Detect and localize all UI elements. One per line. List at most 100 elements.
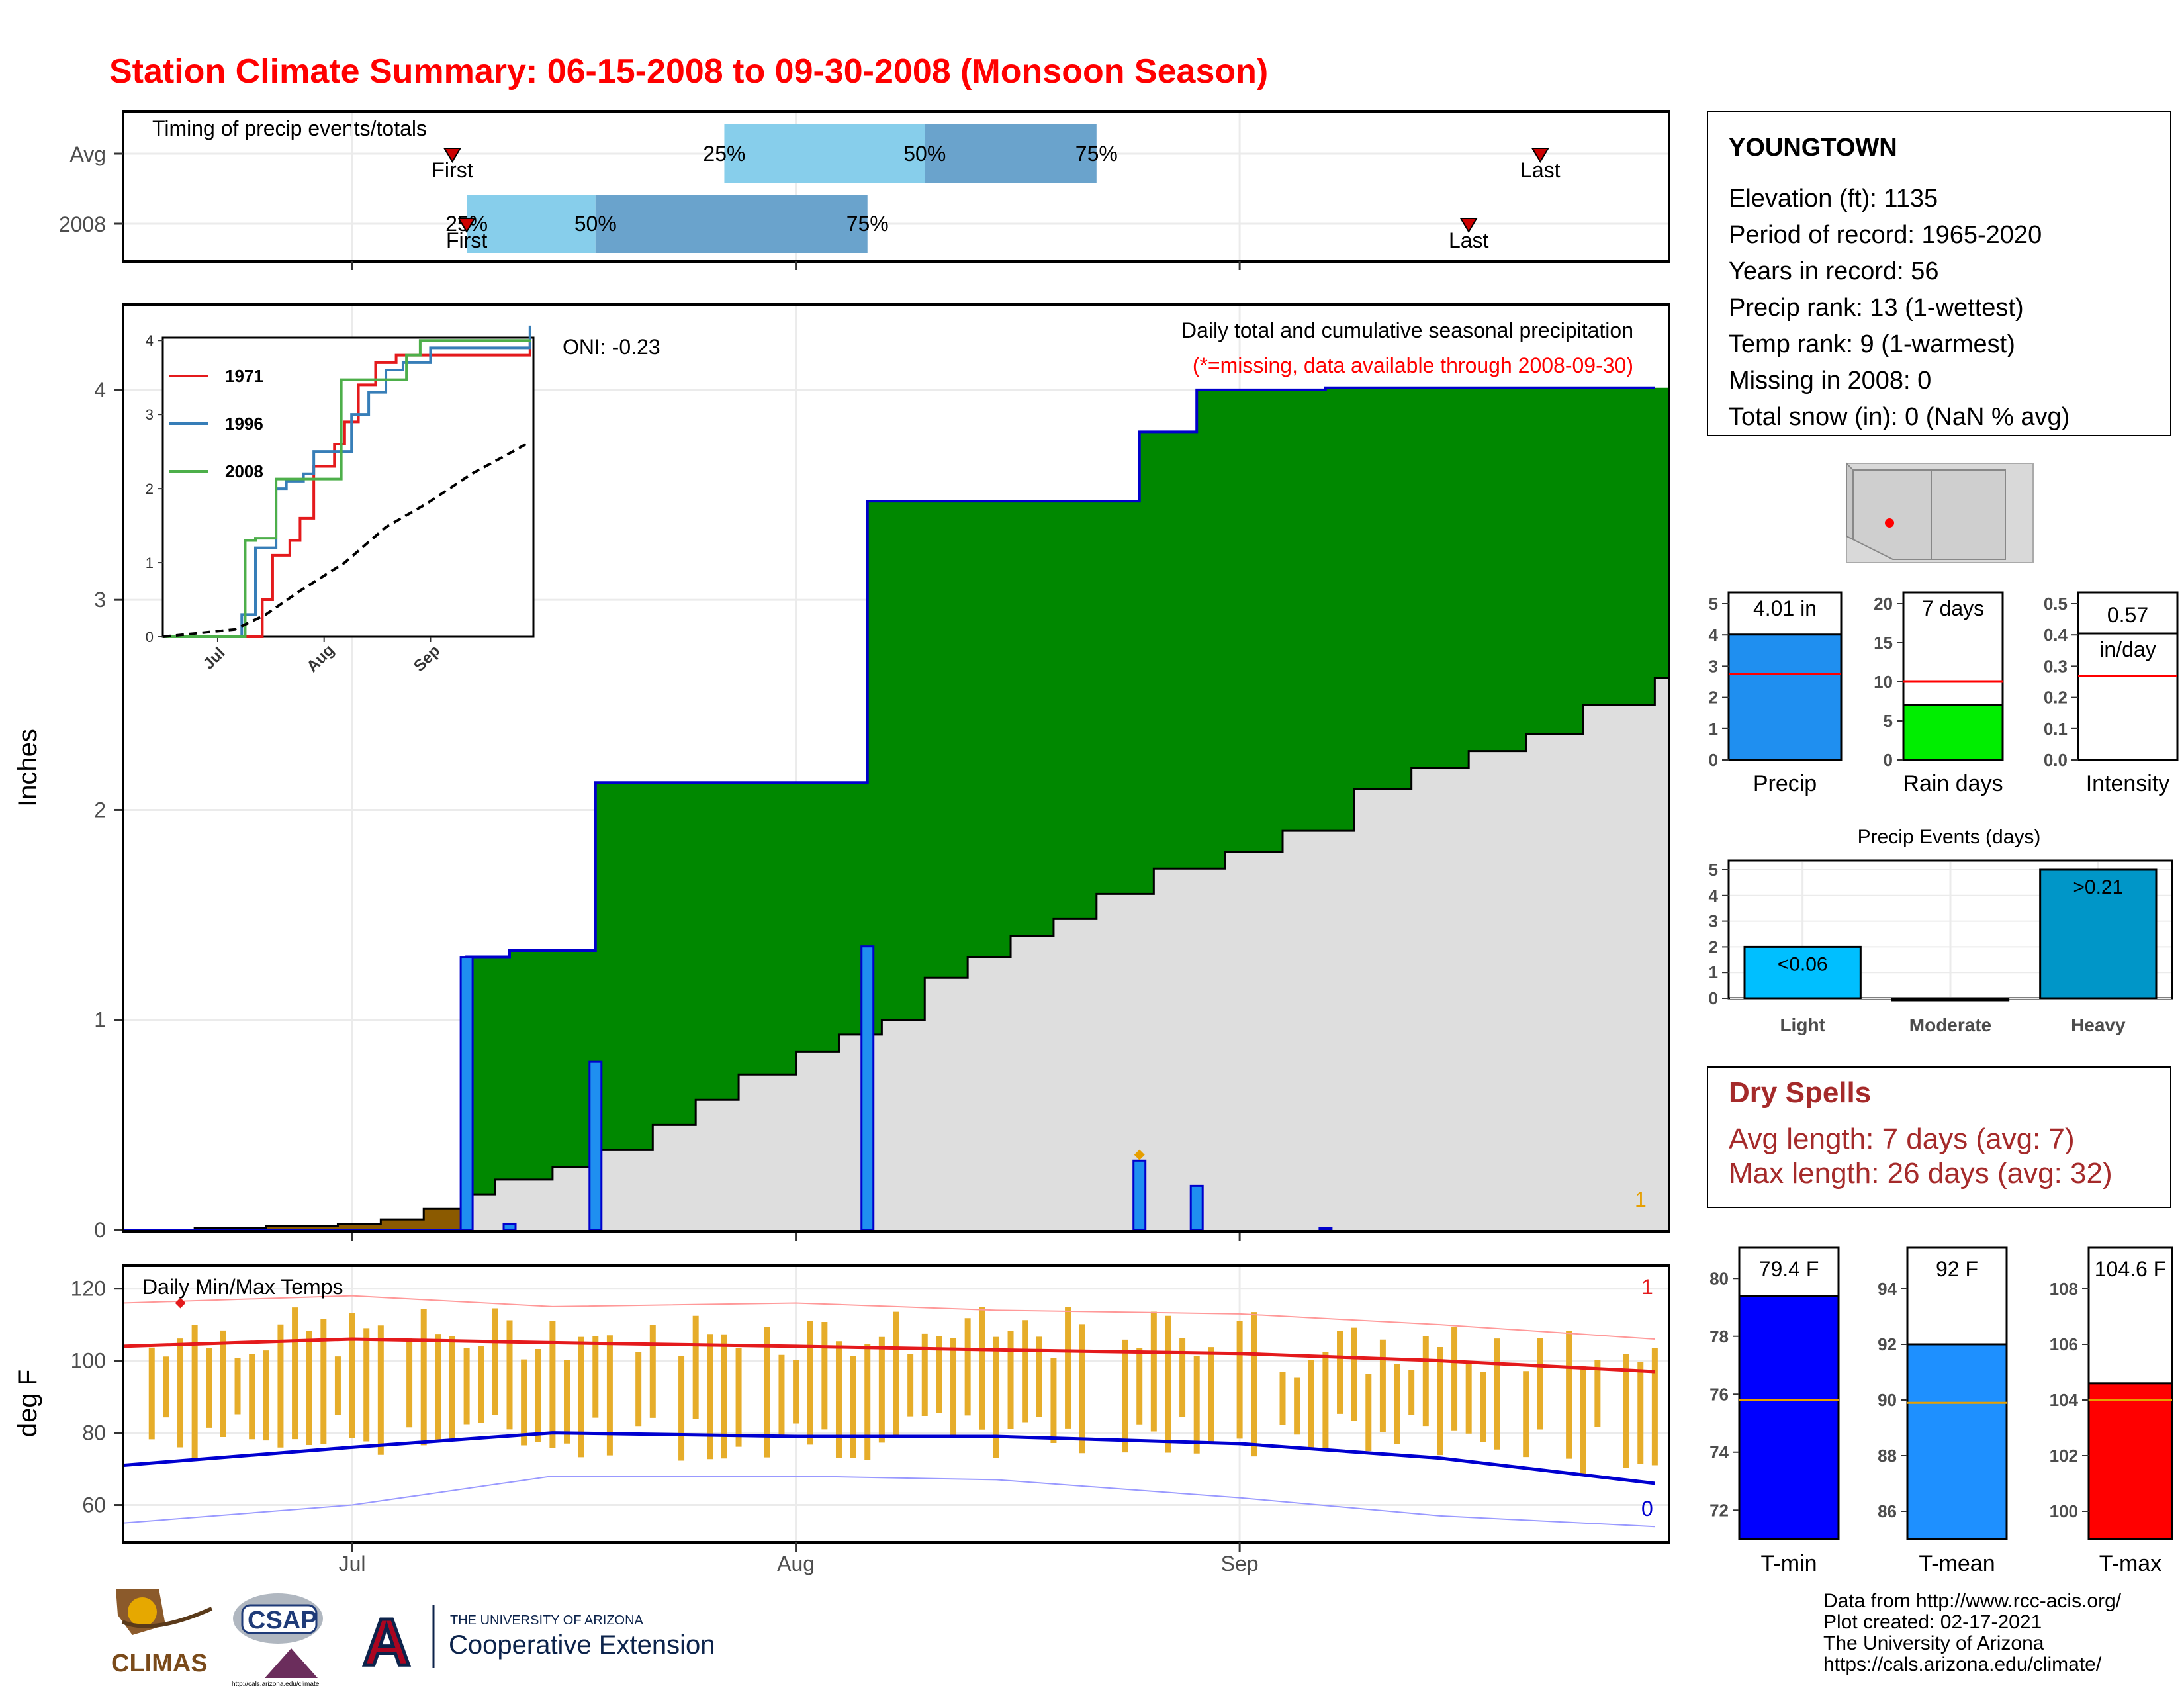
x-tick-label: Aug — [777, 1552, 815, 1575]
daily-precip-bar — [1318, 1227, 1333, 1231]
temps-frame — [122, 1264, 1670, 1544]
timing-label-first: First — [446, 228, 487, 252]
csap-logo-mountain — [265, 1648, 318, 1678]
timing-label-50: 50% — [574, 212, 617, 236]
events-category-heavy: Heavy — [2071, 1015, 2126, 1035]
csap-logo-text: CSAP — [248, 1607, 318, 1634]
temps-title: Daily Min/Max Temps — [142, 1275, 343, 1299]
temp-bar-tick-label-2: 106 — [2050, 1335, 2078, 1354]
temp-bar-category-0: T-min — [1761, 1551, 1817, 1576]
daily-precip-bar — [502, 1222, 517, 1231]
temps-normal-line — [122, 1337, 1655, 1374]
inset-y-tick-label: 0 — [146, 629, 154, 645]
events-category-light: Light — [1780, 1015, 1825, 1035]
footer-data-source: Data from http://www.rcc-acis.org/ — [1823, 1590, 2122, 1612]
avg-cumulative-area — [123, 677, 1669, 1230]
dry-spells-max: Max length: 26 days (avg: 32) — [1729, 1157, 2113, 1190]
csap-logo-url: http://cals.arizona.edu/climate — [232, 1681, 320, 1688]
station-line-snow: Total snow (in): 0 (NaN % avg) — [1729, 403, 2070, 431]
inset-legend-label-1971: 1971 — [225, 366, 263, 386]
temps-y-tick-label: 60 — [82, 1493, 106, 1517]
mini-bar-value-label-0: 4.01 in — [1753, 596, 1817, 620]
location-map — [1846, 461, 2034, 563]
timing-label: Timing of precip events/totals — [152, 117, 427, 140]
inset-series-line-2008 — [163, 339, 531, 638]
map-state-newmexico — [1931, 469, 2006, 560]
climas-logo: CLIMAS — [111, 1589, 213, 1677]
temp-bar-value-label-2: 104.6 F — [2095, 1257, 2167, 1281]
timing-label-75: 75% — [1075, 142, 1118, 165]
inset-y-tick-label: 2 — [146, 481, 154, 497]
timing-label-25: 25% — [703, 142, 745, 165]
timing-label-last: Last — [1520, 158, 1561, 182]
dry-spells-title: Dry Spells — [1729, 1076, 1871, 1109]
station-line-elevation: Elevation (ft): 1135 — [1729, 185, 1938, 212]
climas-logo-sun — [128, 1597, 157, 1626]
mini-bar-value-label-1: 7 days — [1922, 596, 1984, 620]
mini-bar-tick-label-2: 0.3 — [2044, 656, 2068, 676]
timing-row-label: 2008 — [59, 212, 106, 236]
daily-precip-bar — [1189, 1184, 1204, 1231]
ua-block-letter: A — [363, 1605, 410, 1679]
timing-panel: Timing of precip events/totals 25% 50% 75%… — [59, 110, 1670, 270]
ua-big-text: Cooperative Extension — [449, 1630, 715, 1660]
temp-bar-value-label-1: 92 F — [1936, 1257, 1978, 1281]
mini-bar-value-0 — [1727, 633, 1843, 761]
season-summary-bars: 4.01 in 0 1 2 3 4 5 Precip 7 days 0 5 10 15 20 Rain da… — [1709, 591, 2179, 796]
temp-bar-tick-label-2: 108 — [2050, 1279, 2078, 1299]
temp-bar-tick-label-1: 90 — [1878, 1390, 1897, 1410]
temp-bar-tick-label-2: 104 — [2050, 1390, 2079, 1410]
precip-y-tick-label: 0 — [94, 1218, 106, 1242]
daily-precip-bar — [459, 956, 474, 1231]
events-title: Precip Events (days) — [1858, 826, 2041, 848]
mini-bar-tick-label-2: 0.0 — [2044, 750, 2068, 770]
precip-y-tick-label: 4 — [94, 378, 106, 402]
mini-bar-category-1: Rain days — [1903, 771, 2003, 796]
map-state-west — [1846, 461, 1854, 541]
temp-bar-tick-label-0: 72 — [1709, 1500, 1729, 1520]
footer: Data from http://www.rcc-acis.org/ Plot … — [111, 1589, 2122, 1688]
climas-logo-sweep — [121, 1607, 213, 1628]
inset-y-tick-label: 3 — [146, 406, 154, 423]
temp-bar-tick-label-1: 94 — [1878, 1279, 1897, 1299]
mini-bar-tick-label-0: 0 — [1709, 750, 1718, 770]
climas-logo-text: CLIMAS — [111, 1650, 208, 1677]
csap-logo-badge — [241, 1604, 318, 1634]
mini-bar-value-unit-2: in/day — [2099, 637, 2156, 661]
timing-bar-50-75 — [595, 195, 868, 253]
mini-bar-tick-label-2: 0.1 — [2044, 719, 2068, 739]
timing-marker-first — [457, 218, 476, 233]
temp-bar-tick-label-1: 88 — [1878, 1446, 1897, 1466]
station-name: YOUNGTOWN — [1729, 134, 1897, 162]
events-bar-moderate — [1891, 997, 2010, 1002]
temp-bar-category-1: T-mean — [1919, 1551, 1995, 1576]
inset-legend-label-2008: 2008 — [225, 461, 263, 481]
temps-y-tick-label: 80 — [82, 1421, 106, 1445]
timing-row-label: Avg — [69, 142, 106, 166]
csap-logo: CSAP http://cals.arizona.edu/climate — [232, 1593, 323, 1688]
mini-bar-tick-label-2: 0.5 — [2044, 594, 2068, 614]
timing-marker-last — [1459, 218, 1478, 233]
timing-label-75: 75% — [846, 212, 889, 236]
ua-small-text: THE UNIVERSITY OF ARIZONA — [450, 1613, 644, 1628]
station-line-years: Years in record: 56 — [1729, 258, 1939, 285]
cumulative-2008-line — [123, 386, 1655, 1231]
temps-panel: 60 80 100 120 Daily Min/Max Temps 1 0 deg F… — [13, 1264, 1670, 1575]
daily-precip-bar — [588, 1060, 603, 1231]
station-line-precip-rank: Precip rank: 13 (1-wettest) — [1729, 294, 2024, 322]
precip-subtitle: (*=missing, data available through 2008-… — [1193, 353, 1633, 377]
precip-y-tick-label: 2 — [94, 798, 106, 821]
mini-bar-value-label-2: 0.57 — [2107, 603, 2148, 627]
precip-ylabel: Inches — [13, 729, 42, 807]
mini-bar-value-1 — [1902, 704, 2004, 761]
station-line-temp-rank: Temp rank: 9 (1-warmest) — [1729, 330, 2015, 358]
events-bar-tag-heavy: >0.21 — [2073, 876, 2123, 898]
timing-label-50: 50% — [903, 142, 946, 165]
temps-marker-top: 1 — [1641, 1275, 1653, 1299]
record-high-marker — [175, 1297, 186, 1309]
events-y-tick-label: 5 — [1709, 860, 1718, 880]
events-y-tick-label: 1 — [1709, 962, 1718, 982]
dry-spells-box: Dry Spells Avg length: 7 days (avg: 7) M… — [1707, 1066, 2171, 1208]
timing-bar-25-50 — [467, 195, 596, 253]
